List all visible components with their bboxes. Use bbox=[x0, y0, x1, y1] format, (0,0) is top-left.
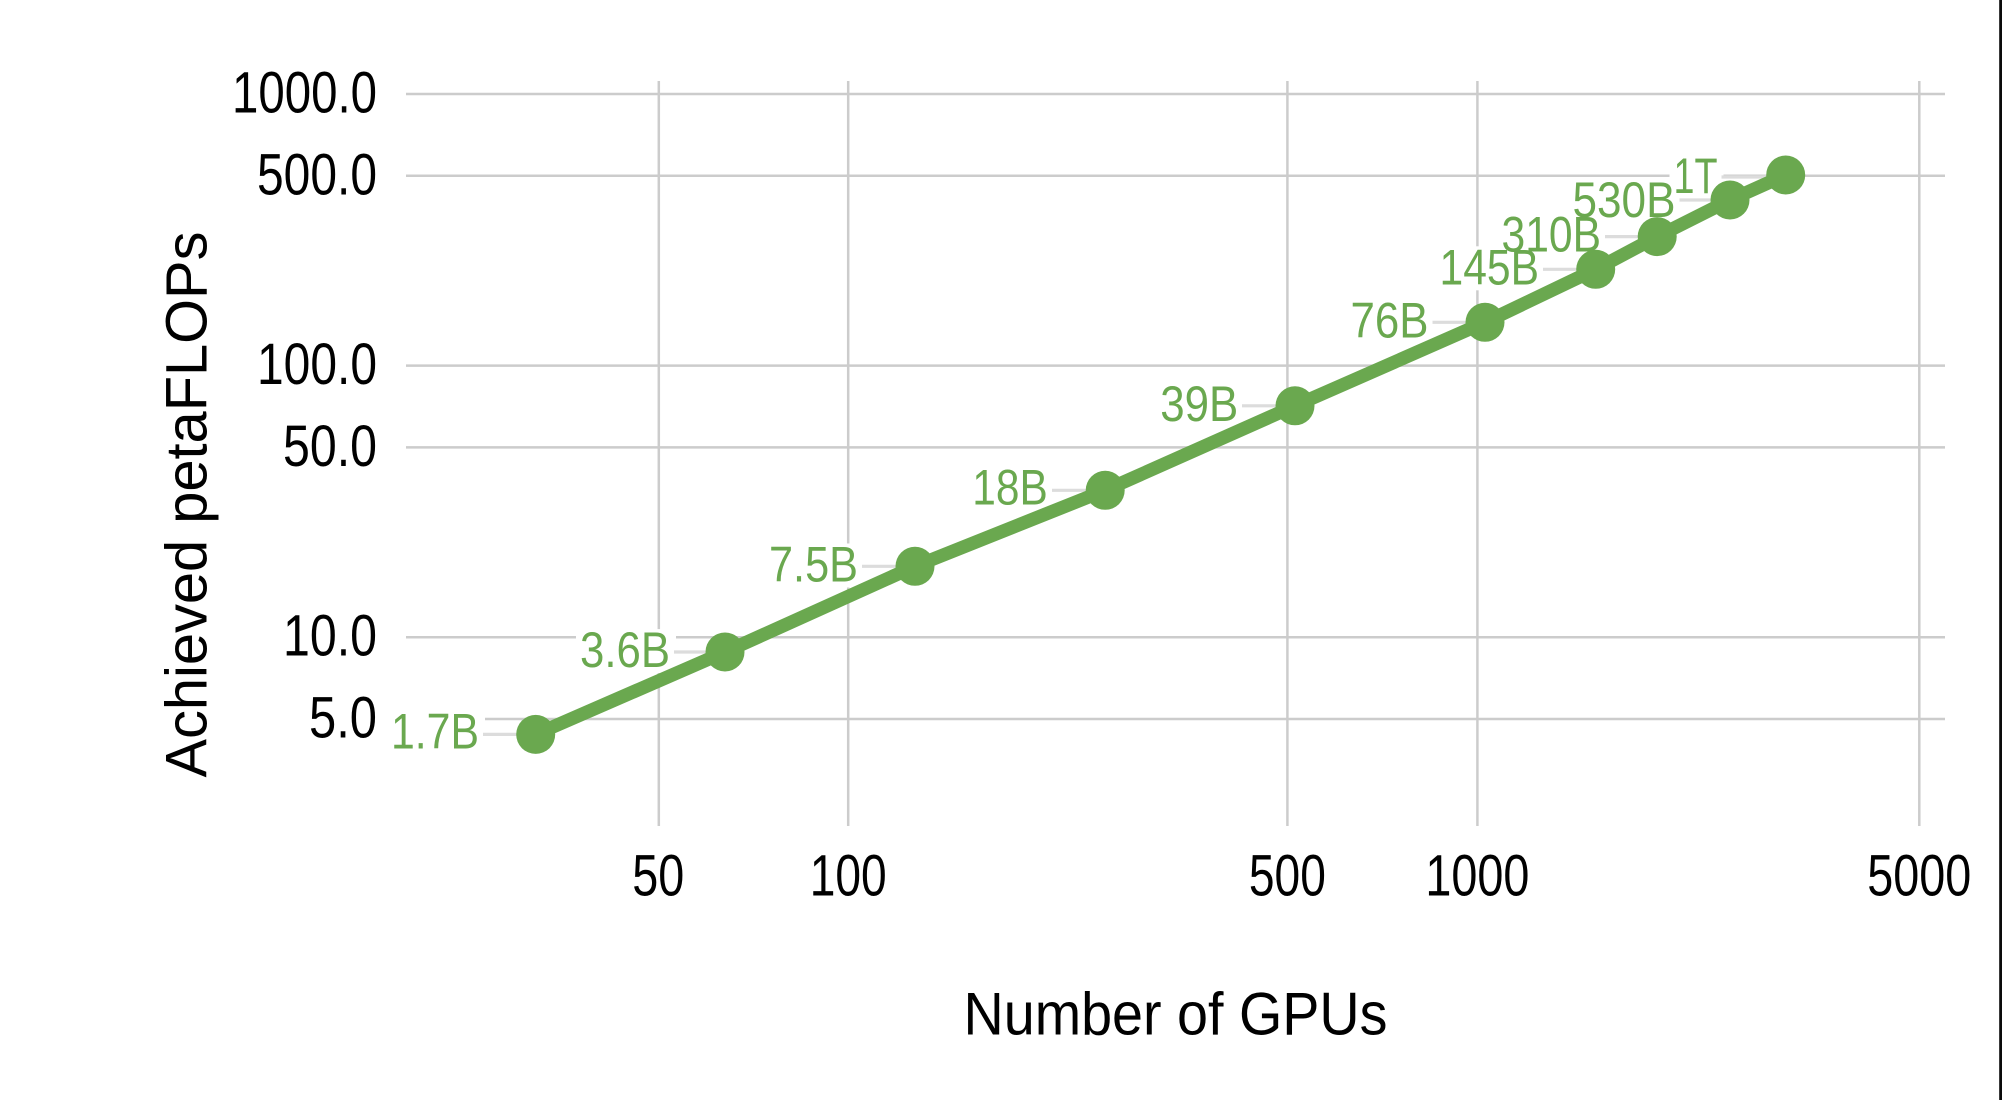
svg-text:39B: 39B bbox=[1160, 376, 1238, 432]
svg-text:1T: 1T bbox=[1674, 148, 1718, 204]
svg-text:3.6B: 3.6B bbox=[580, 622, 670, 678]
svg-text:Number of GPUs: Number of GPUs bbox=[964, 981, 1388, 1048]
svg-text:145B: 145B bbox=[1440, 239, 1540, 295]
svg-text:1000: 1000 bbox=[1425, 844, 1529, 909]
svg-text:500: 500 bbox=[1249, 844, 1326, 909]
svg-text:10.0: 10.0 bbox=[283, 604, 377, 669]
svg-text:310B: 310B bbox=[1502, 207, 1602, 263]
svg-text:1000.0: 1000.0 bbox=[232, 61, 377, 126]
svg-text:100.0: 100.0 bbox=[257, 332, 377, 397]
svg-text:500.0: 500.0 bbox=[257, 142, 377, 207]
svg-text:100: 100 bbox=[810, 844, 887, 909]
svg-text:7.5B: 7.5B bbox=[769, 537, 858, 593]
svg-text:76B: 76B bbox=[1351, 292, 1429, 348]
svg-text:50.0: 50.0 bbox=[283, 414, 377, 479]
svg-text:5000: 5000 bbox=[1867, 844, 1971, 909]
svg-text:50: 50 bbox=[632, 844, 684, 909]
svg-text:18B: 18B bbox=[972, 460, 1048, 516]
svg-text:5.0: 5.0 bbox=[309, 686, 377, 751]
svg-text:Achieved petaFLOPs: Achieved petaFLOPs bbox=[155, 232, 220, 778]
svg-text:1.7B: 1.7B bbox=[391, 703, 479, 759]
